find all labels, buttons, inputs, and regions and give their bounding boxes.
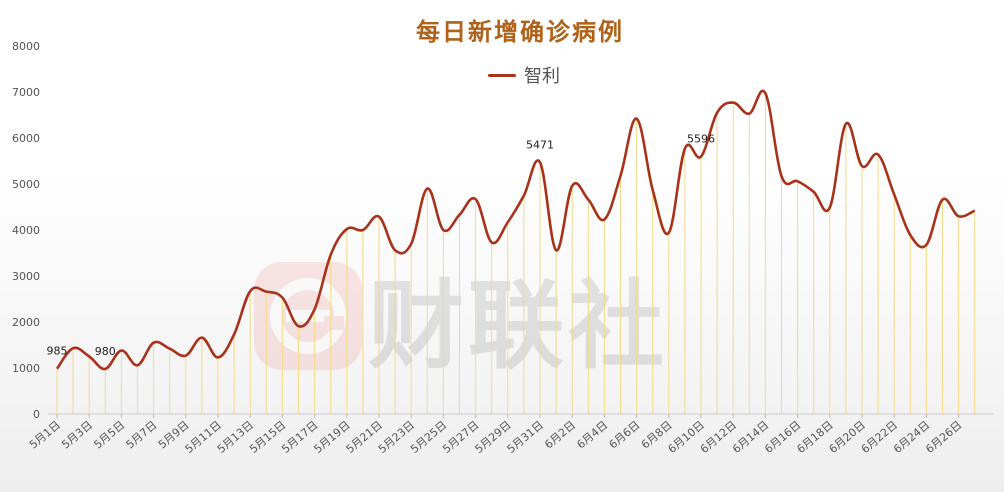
y-tick-label: 6000 xyxy=(12,132,40,145)
data-label: 985 xyxy=(47,345,68,358)
x-tick-label: 5月1日 xyxy=(27,418,63,451)
y-tick-label: 8000 xyxy=(12,40,40,53)
y-tick-label: 1000 xyxy=(12,362,40,375)
legend-label: 智利 xyxy=(524,66,560,87)
x-tick-label: 6月26日 xyxy=(923,418,964,456)
x-tick-label: 5月31日 xyxy=(505,418,546,456)
y-tick-label: 0 xyxy=(33,408,40,421)
series-line-chile xyxy=(55,89,976,371)
x-tick-label: 5月7日 xyxy=(124,418,160,451)
y-tick-label: 7000 xyxy=(12,86,40,99)
legend[interactable]: 智利 xyxy=(488,62,560,88)
data-label: 5596 xyxy=(687,133,715,146)
y-tick-label: 4000 xyxy=(12,224,40,237)
y-tick-label: 2000 xyxy=(12,316,40,329)
y-tick-label: 3000 xyxy=(12,270,40,283)
x-tick-label: 5月5日 xyxy=(91,418,127,451)
x-tick-label: 6月2日 xyxy=(542,418,578,451)
y-tick-label: 5000 xyxy=(12,178,40,191)
x-tick-label: 5月3日 xyxy=(59,418,95,451)
data-label: 5471 xyxy=(526,138,554,151)
chart-title: 每日新增确诊病例 xyxy=(416,17,624,46)
x-tick-label: 6月6日 xyxy=(607,418,643,451)
data-label: 980 xyxy=(95,345,116,358)
legend-swatch xyxy=(488,73,516,77)
x-tick-label: 6月4日 xyxy=(574,418,610,451)
